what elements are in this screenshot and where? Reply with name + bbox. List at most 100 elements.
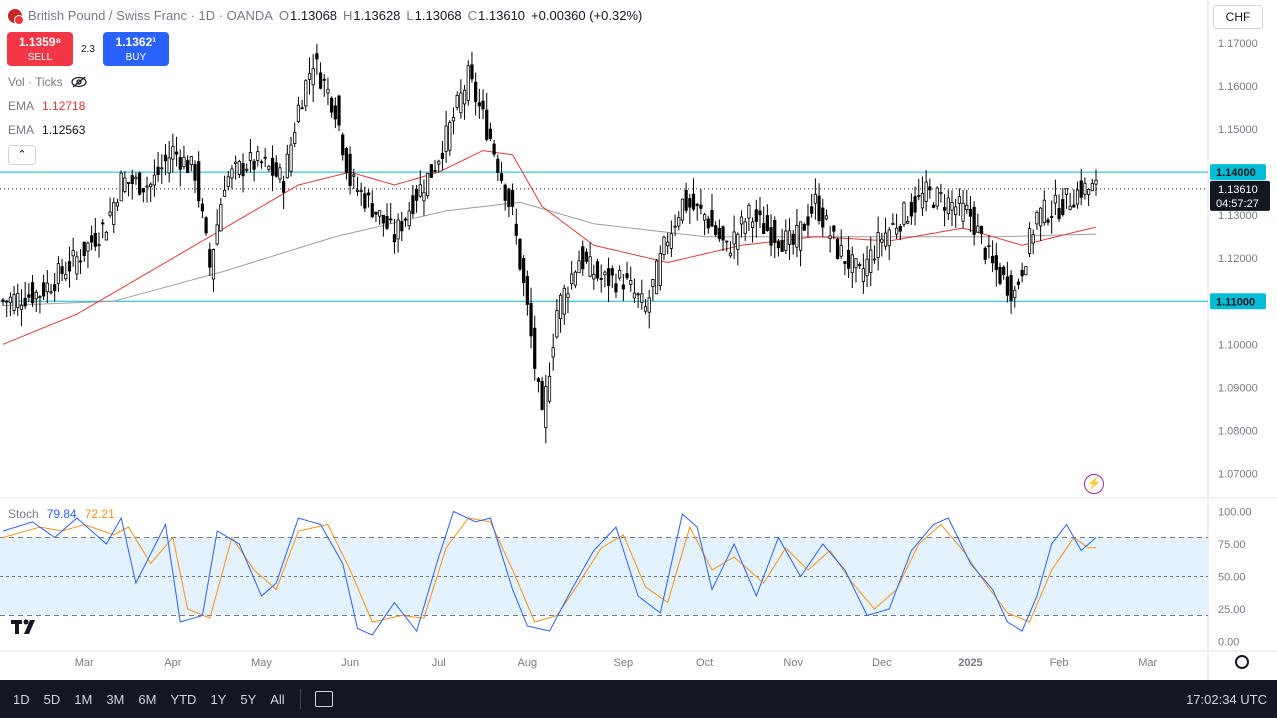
candle-body[interactable]: [555, 310, 559, 338]
candle-body[interactable]: [42, 282, 46, 297]
candle-body[interactable]: [414, 188, 419, 201]
candle-body[interactable]: [193, 164, 197, 181]
candle-body[interactable]: [954, 206, 958, 216]
symbol-title[interactable]: British Pound / Swiss Franc · 1D · OANDA: [28, 8, 273, 23]
candle-body[interactable]: [396, 219, 400, 240]
candle-body[interactable]: [186, 160, 190, 174]
candle-body[interactable]: [270, 157, 275, 176]
candle-body[interactable]: [640, 293, 644, 303]
candle-body[interactable]: [304, 80, 308, 107]
candle-body[interactable]: [219, 204, 223, 232]
candle-body[interactable]: [53, 284, 57, 291]
candle-body[interactable]: [141, 188, 145, 193]
candle-body[interactable]: [754, 209, 758, 222]
candle-body[interactable]: [902, 202, 906, 225]
candle-body[interactable]: [817, 195, 821, 222]
candle-body[interactable]: [529, 302, 533, 337]
candle-body[interactable]: [887, 229, 891, 247]
candle-body[interactable]: [1035, 211, 1039, 225]
candle-body[interactable]: [86, 242, 90, 252]
candle-body[interactable]: [16, 292, 20, 308]
candle-body[interactable]: [691, 193, 696, 210]
candle-body[interactable]: [451, 117, 456, 122]
ema-slow-indicator[interactable]: EMA 1.12563: [8, 123, 85, 137]
candle-body[interactable]: [924, 181, 928, 203]
candle-body[interactable]: [152, 174, 156, 186]
candle-body[interactable]: [1024, 266, 1028, 276]
candle-body[interactable]: [466, 65, 470, 101]
candle-body[interactable]: [296, 104, 301, 123]
candle-body[interactable]: [861, 268, 865, 282]
candle-body[interactable]: [872, 258, 877, 261]
candle-body[interactable]: [359, 190, 363, 193]
candle-body[interactable]: [178, 157, 182, 170]
candle-body[interactable]: [536, 378, 541, 382]
candle-body[interactable]: [732, 231, 736, 245]
candle-body[interactable]: [1068, 205, 1072, 210]
candle-body[interactable]: [802, 223, 806, 231]
candle-body[interactable]: [917, 195, 921, 197]
candle-body[interactable]: [854, 258, 858, 269]
candle-body[interactable]: [721, 226, 725, 241]
candle-body[interactable]: [204, 217, 208, 234]
candle-body[interactable]: [437, 160, 441, 165]
candle-body[interactable]: [846, 249, 851, 269]
candle-body[interactable]: [998, 266, 1002, 284]
candle-body[interactable]: [928, 186, 932, 191]
candle-body[interactable]: [551, 347, 555, 358]
candle-body[interactable]: [49, 291, 53, 294]
candle-body[interactable]: [762, 223, 766, 234]
candle-body[interactable]: [1013, 289, 1017, 299]
candle-body[interactable]: [780, 240, 784, 252]
candle-body[interactable]: [156, 166, 160, 175]
candle-body[interactable]: [595, 261, 600, 279]
candle-body[interactable]: [717, 227, 721, 240]
candle-body[interactable]: [348, 153, 352, 186]
candle-body[interactable]: [573, 271, 577, 286]
candle-body[interactable]: [736, 233, 740, 250]
ema-fast-indicator[interactable]: EMA 1.12718: [8, 99, 85, 113]
candle-body[interactable]: [326, 88, 330, 94]
candle-body[interactable]: [119, 172, 123, 202]
timeframe-ytd[interactable]: YTD: [170, 691, 197, 707]
candle-body[interactable]: [1087, 188, 1091, 195]
candle-body[interactable]: [315, 53, 319, 60]
candle-body[interactable]: [34, 291, 38, 300]
candle-body[interactable]: [307, 73, 312, 80]
tradingview-logo[interactable]: [10, 618, 42, 641]
candle-body[interactable]: [562, 287, 566, 315]
candle-body[interactable]: [909, 201, 913, 217]
timeframe-1d[interactable]: 1D: [13, 691, 30, 707]
candle-body[interactable]: [330, 97, 334, 113]
candle-body[interactable]: [459, 92, 463, 114]
candle-body[interactable]: [499, 173, 504, 181]
candle-body[interactable]: [12, 294, 16, 311]
candle-body[interactable]: [758, 210, 762, 216]
candle-body[interactable]: [1027, 228, 1032, 254]
candle-body[interactable]: [337, 95, 341, 126]
gear-icon[interactable]: [1235, 655, 1249, 669]
candle-body[interactable]: [278, 167, 282, 180]
sell-button[interactable]: 1.1359⁸ SELL: [7, 32, 73, 66]
timeframe-1m[interactable]: 1M: [74, 691, 93, 707]
candle-body[interactable]: [481, 100, 485, 110]
candle-body[interactable]: [300, 107, 304, 110]
candle-body[interactable]: [1009, 275, 1013, 302]
candle-body[interactable]: [743, 221, 747, 234]
candle-body[interactable]: [1094, 179, 1098, 185]
candle-body[interactable]: [492, 143, 496, 155]
candle-body[interactable]: [1053, 194, 1057, 204]
candle-body[interactable]: [784, 230, 788, 251]
calendar-icon[interactable]: [314, 691, 333, 707]
candle-body[interactable]: [876, 232, 880, 258]
currency-selector[interactable]: CHF: [1213, 5, 1263, 29]
candle-body[interactable]: [145, 185, 149, 188]
buy-button[interactable]: 1.1362¹ BUY: [102, 32, 169, 66]
candle-body[interactable]: [965, 204, 969, 211]
candle-body[interactable]: [67, 261, 72, 272]
candle-body[interactable]: [411, 195, 415, 215]
candle-body[interactable]: [45, 282, 49, 293]
candle-body[interactable]: [138, 172, 142, 195]
candle-body[interactable]: [1005, 276, 1009, 296]
candle-body[interactable]: [518, 238, 522, 270]
